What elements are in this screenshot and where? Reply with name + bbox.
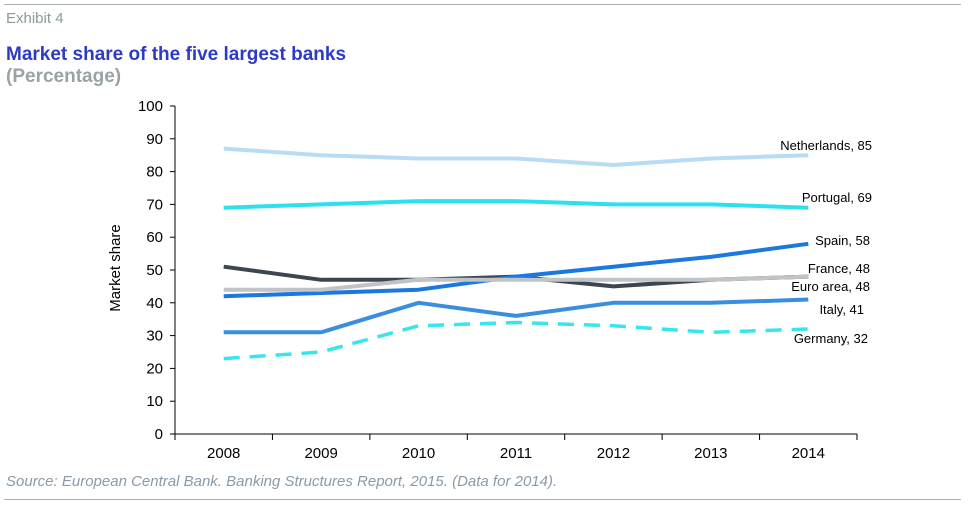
axes: 0 10 20 30 40 50 60 70 80 90 100 2008 2009 2010 2011 20… — [138, 98, 858, 462]
series-labels: Netherlands, 85 Portugal, 69 France, 48 Spa… — [780, 138, 872, 346]
exhibit-label: Exhibit 4 — [6, 10, 64, 27]
x-tick-label: 2009 — [304, 445, 337, 462]
x-tick-label: 2013 — [694, 445, 727, 462]
bottom-rule — [4, 499, 961, 500]
top-rule — [4, 4, 961, 5]
series-line-euro-area — [223, 274, 809, 292]
series-line-portugal — [223, 199, 809, 210]
series-label-germany: Germany, 32 — [794, 331, 868, 346]
y-tick-label: 100 — [138, 98, 163, 115]
chart-subtitle: (Percentage) — [6, 66, 122, 87]
y-tick-label: 40 — [146, 295, 163, 312]
x-tick-label: 2014 — [792, 445, 825, 462]
series-line-spain — [223, 241, 809, 299]
y-tick-label: 70 — [146, 196, 163, 213]
series-label-euro-area: Euro area, 48 — [791, 279, 870, 294]
y-tick-label: 0 — [155, 426, 163, 443]
y-tick-label: 30 — [146, 328, 163, 345]
y-tick-label: 20 — [146, 360, 163, 377]
series-label-spain: Spain, 58 — [815, 233, 870, 248]
y-tick-label: 60 — [146, 229, 163, 246]
x-tick-label: 2011 — [500, 445, 532, 462]
series-label-portugal: Portugal, 69 — [802, 190, 872, 205]
y-axis-label: Market share — [107, 224, 124, 312]
x-tick-label: 2008 — [207, 445, 240, 462]
x-tick-label: 2010 — [402, 445, 435, 462]
source-note: Source: European Central Bank. Banking S… — [6, 473, 558, 490]
series-label-netherlands: Netherlands, 85 — [780, 138, 872, 153]
x-tick-label: 2012 — [597, 445, 630, 462]
series-lines — [223, 146, 809, 361]
y-tick-label: 50 — [146, 262, 163, 279]
series-line-germany — [223, 320, 809, 361]
series-label-france: France, 48 — [808, 261, 870, 276]
y-tick-label: 80 — [146, 164, 163, 181]
y-tick-label: 90 — [146, 131, 163, 148]
series-line-netherlands — [223, 146, 809, 167]
y-tick-label: 10 — [146, 393, 163, 410]
series-label-italy: Italy, 41 — [819, 302, 864, 317]
chart-title: Market share of the five largest banks — [6, 44, 347, 65]
series-line-italy — [223, 297, 809, 335]
